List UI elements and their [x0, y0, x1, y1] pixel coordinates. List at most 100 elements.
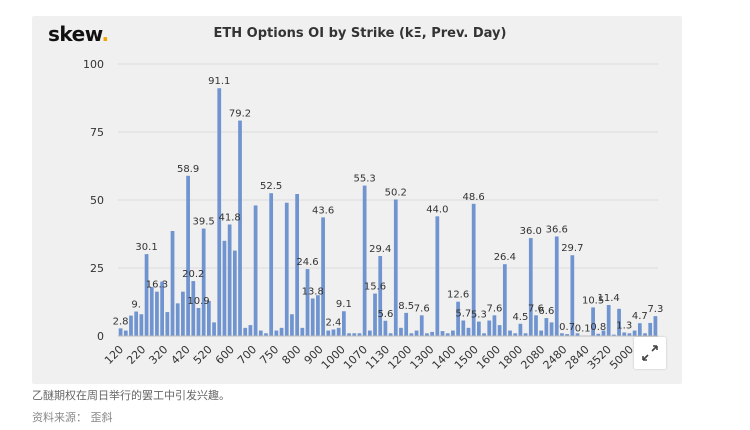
- bar: [632, 330, 637, 336]
- data-label: 13.8: [302, 286, 324, 297]
- bar: [528, 238, 533, 336]
- bar: [155, 291, 159, 336]
- data-label: 48.6: [463, 192, 485, 203]
- x-tick-label: 120: [102, 343, 126, 367]
- data-label: 7.6: [414, 303, 430, 314]
- bar: [222, 240, 227, 336]
- bar: [404, 312, 409, 336]
- bar: [492, 315, 497, 336]
- bar: [217, 88, 222, 336]
- bar: [300, 327, 305, 336]
- bar: [290, 314, 294, 336]
- bar: [362, 185, 367, 336]
- bar: [123, 330, 128, 336]
- bar: [399, 327, 403, 336]
- data-label: 7.6: [528, 303, 544, 314]
- y-axis: 0 25 50 75 100: [83, 58, 104, 343]
- bar: [196, 307, 201, 336]
- bar: [170, 231, 175, 336]
- bars: [118, 88, 658, 337]
- bar: [497, 325, 502, 336]
- bar: [393, 199, 398, 336]
- x-tick-label: 320: [146, 343, 170, 367]
- bar: [258, 330, 263, 336]
- bar: [425, 333, 429, 336]
- bar: [523, 333, 528, 336]
- source-note: 资料来源： 歪斜: [32, 411, 113, 424]
- bar: [243, 327, 248, 336]
- x-tick-label: 750: [257, 343, 281, 367]
- data-label: 30.1: [135, 242, 157, 253]
- bar: [227, 224, 232, 336]
- bar: [129, 315, 133, 336]
- bar: [191, 281, 196, 336]
- data-label: 9.1: [336, 299, 352, 310]
- data-label: 2.4: [326, 317, 342, 328]
- bar: [596, 333, 601, 336]
- bar: [316, 295, 320, 336]
- bar: [212, 322, 216, 336]
- bar: [409, 333, 414, 336]
- chart-title: ETH Options OI by Strike (kΞ, Prev. Day): [213, 26, 507, 41]
- data-label: 36.6: [546, 224, 568, 235]
- skew-logo: skew.: [48, 22, 109, 46]
- data-label: 79.2: [229, 109, 251, 120]
- data-label: 0.8: [590, 322, 606, 333]
- bar: [175, 303, 180, 336]
- data-label: 8.5: [398, 301, 414, 312]
- bar: [508, 330, 512, 336]
- value-labels: 2.8 30.1 9. 16.3 58.9 39.5 20.2 10.9 91.1 41.8 79.…: [113, 76, 664, 335]
- bar: [149, 287, 154, 336]
- bar: [451, 330, 455, 336]
- data-label: 52.5: [260, 181, 282, 192]
- bar: [461, 320, 466, 336]
- y-tick-label: 75: [90, 126, 104, 139]
- bar: [653, 316, 658, 336]
- data-label: 29.4: [369, 244, 391, 255]
- bar: [186, 175, 190, 336]
- data-label: 10.9: [187, 296, 209, 307]
- bar: [144, 254, 149, 336]
- bar: [565, 334, 570, 336]
- bar: [284, 202, 289, 336]
- bar: [435, 216, 440, 336]
- x-tick-label: 1400: [430, 343, 459, 372]
- x-tick-label: 600: [213, 343, 237, 367]
- x-tick-label: 5000: [607, 343, 636, 372]
- bar: [440, 331, 445, 336]
- bar: [264, 333, 268, 336]
- bar: [388, 333, 393, 336]
- bar: [206, 300, 211, 336]
- bar: [160, 281, 165, 336]
- data-label: 7.6: [486, 303, 502, 314]
- bar: [430, 331, 435, 336]
- bar: [513, 333, 518, 336]
- bar: [549, 322, 554, 336]
- bar: [560, 333, 564, 336]
- bar: [232, 250, 237, 336]
- bar: [321, 217, 325, 336]
- data-label: 12.6: [447, 290, 469, 301]
- bar: [341, 311, 346, 336]
- bar: [539, 330, 544, 336]
- x-axis: 1202203204205206007007508009001000107011…: [102, 335, 658, 372]
- data-label: 50.2: [385, 187, 407, 198]
- expand-button[interactable]: [634, 337, 666, 369]
- bar: [165, 312, 170, 336]
- bar: [617, 308, 621, 336]
- bar: [305, 269, 310, 336]
- x-tick-label: 3520: [585, 343, 614, 372]
- x-tick-label: 220: [124, 343, 148, 367]
- x-tick-label: 1500: [452, 343, 481, 372]
- data-label: 20.2: [182, 269, 204, 280]
- bar: [482, 333, 486, 336]
- bar: [201, 228, 206, 336]
- data-label: 44.0: [426, 204, 448, 215]
- bar: [248, 325, 253, 336]
- bar: [357, 333, 362, 336]
- data-label: 41.8: [219, 212, 241, 223]
- data-label: 36.0: [520, 226, 542, 237]
- data-label: 2.8: [113, 316, 129, 327]
- bar: [331, 329, 336, 336]
